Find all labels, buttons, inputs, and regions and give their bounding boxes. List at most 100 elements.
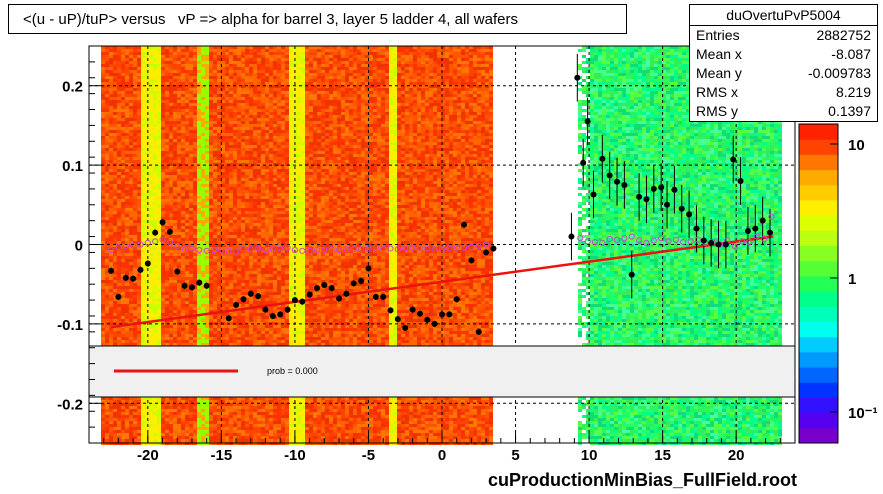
heatmap-cell [197,436,201,439]
heatmap-cell [221,238,225,241]
heatmap-cell [129,106,133,109]
heatmap-cell [245,259,249,262]
heatmap-cell [113,418,117,421]
heatmap-cell [169,340,173,343]
heatmap-cell [193,199,197,202]
heatmap-cell [181,175,185,178]
heatmap-cell [197,160,201,163]
heatmap-cell [101,169,105,172]
heatmap-cell [137,76,141,79]
heatmap-cell [177,298,181,301]
heatmap-cell [129,418,133,421]
heatmap-cell [205,178,209,181]
heatmap-column [197,46,201,445]
heatmap-cell [209,46,213,49]
heatmap-cell [193,145,197,148]
heatmap-cell [213,112,217,115]
heatmap-cell [205,109,209,112]
heatmap-cell [217,313,221,316]
heatmap-cell [229,106,233,109]
heatmap-cell [105,145,109,148]
heatmap-cell [125,106,129,109]
heatmap-cell [185,79,189,82]
heatmap-cell [177,145,181,148]
heatmap-cell [181,259,185,262]
heatmap-cell [197,214,201,217]
heatmap-cell [105,253,109,256]
heatmap-cell [165,298,169,301]
heatmap-cell [121,298,125,301]
heatmap-cell [121,121,125,124]
heatmap-cell [125,124,129,127]
heatmap-cell [193,136,197,139]
heatmap-cell [225,205,229,208]
heatmap-cell [221,280,225,283]
heatmap-cell [193,304,197,307]
heatmap-cell [241,214,245,217]
heatmap-cell [213,301,217,304]
heatmap-cell [217,154,221,157]
heatmap-cell [225,313,229,316]
heatmap-cell [209,286,213,289]
heatmap-cell [241,271,245,274]
heatmap-cell [145,124,149,127]
heatmap-cell [185,85,189,88]
heatmap-cell [157,100,161,103]
heatmap-cell [213,325,217,328]
heatmap-cell [121,58,125,61]
heatmap-cell [237,292,241,295]
heatmap-cell [157,103,161,106]
heatmap-cell [129,397,133,400]
heatmap-cell [225,145,229,148]
heatmap-cell [225,307,229,310]
heatmap-cell [217,238,221,241]
heatmap-cell [161,298,165,301]
heatmap-cell [209,139,213,142]
heatmap-cell [125,406,129,409]
heatmap-cell [153,217,157,220]
heatmap-cell [217,403,221,406]
heatmap-cell [105,196,109,199]
heatmap-cell [237,238,241,241]
heatmap-cell [125,193,129,196]
heatmap-cell [217,172,221,175]
heatmap-cell [169,157,173,160]
heatmap-cell [117,142,121,145]
heatmap-cell [177,103,181,106]
heatmap-cell [109,220,113,223]
heatmap-cell [165,115,169,118]
heatmap-cell [213,268,217,271]
heatmap-cell [233,217,237,220]
heatmap-cell [173,190,177,193]
heatmap-cell [185,331,189,334]
heatmap-cell [125,49,129,52]
heatmap-cell [177,148,181,151]
heatmap-cell [149,238,153,241]
heatmap-cell [185,193,189,196]
heatmap-cell [197,184,201,187]
heatmap-cell [157,133,161,136]
heatmap-cell [117,106,121,109]
heatmap-cell [137,187,141,190]
heatmap-cell [125,325,129,328]
heatmap-cell [205,301,209,304]
heatmap-cell [149,292,153,295]
heatmap-cell [133,421,137,424]
heatmap-cell [197,148,201,151]
heatmap-cell [145,142,149,145]
heatmap-cell [133,268,137,271]
heatmap-cell [101,148,105,151]
heatmap-cell [121,307,125,310]
heatmap-cell [153,49,157,52]
heatmap-cell [245,433,249,436]
heatmap-cell [141,175,145,178]
heatmap-cell [161,157,165,160]
heatmap-cell [137,184,141,187]
heatmap-cell [201,196,205,199]
heatmap-cell [189,184,193,187]
heatmap-cell [209,424,213,427]
heatmap-cell [197,103,201,106]
heatmap-cell [177,424,181,427]
heatmap-cell [209,211,213,214]
heatmap-cell [185,304,189,307]
